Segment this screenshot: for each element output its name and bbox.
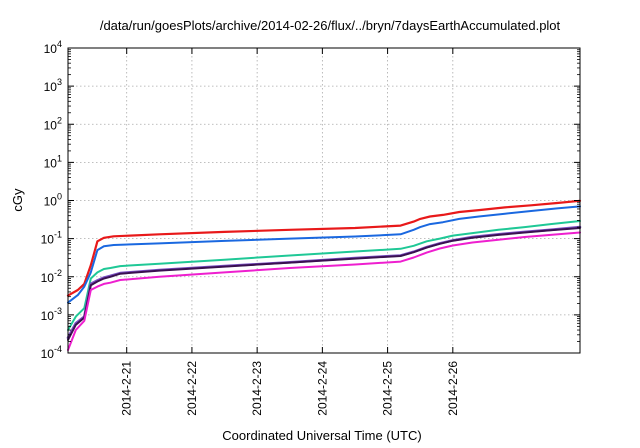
- x-axis-ticks: 2014-2-21 2014-2-22 2014-2-23 2014-2-24 2014…: [120, 48, 460, 416]
- y-tick-label: 10-3: [41, 306, 62, 323]
- series-line-5: [67, 227, 581, 341]
- y-tick-label: 10-1: [41, 230, 62, 247]
- y-tick-label: 10-4: [41, 344, 62, 361]
- y-tick-label: 100: [44, 192, 62, 209]
- y-axis-ticks: 10-4 10-3 10-2 10-1 100 101 102 103 104: [41, 39, 580, 361]
- x-tick-label: 2014-2-21: [120, 361, 134, 416]
- chart-title: /data/run/goesPlots/archive/2014-02-26/f…: [100, 18, 561, 33]
- series-line-6: [67, 231, 581, 351]
- series-line-2: [67, 205, 581, 304]
- x-tick-label: 2014-2-22: [185, 361, 199, 416]
- y-tick-label: 102: [44, 115, 62, 132]
- y-tick-label: 103: [44, 77, 62, 94]
- series-line-1: [66, 199, 582, 297]
- y-tick-label: 10-2: [41, 268, 62, 285]
- x-axis-label: Coordinated Universal Time (UTC): [222, 428, 421, 443]
- series-line-3: [67, 220, 581, 331]
- x-tick-label: 2014-2-25: [381, 361, 395, 416]
- x-tick-label: 2014-2-23: [250, 361, 264, 416]
- series-lines: [66, 199, 582, 351]
- x-tick-label: 2014-2-26: [446, 361, 460, 416]
- grid-lines: [68, 48, 580, 353]
- x-tick-label: 2014-2-24: [315, 361, 329, 416]
- y-tick-label: 101: [44, 153, 62, 170]
- y-axis-label: cGy: [10, 188, 25, 212]
- y-tick-label: 104: [44, 39, 62, 56]
